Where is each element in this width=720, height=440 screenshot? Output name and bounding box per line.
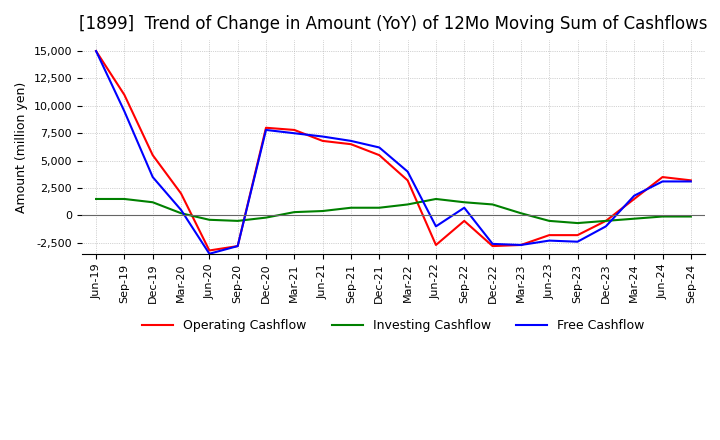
Operating Cashflow — [658, 174, 667, 180]
Line: Operating Cashflow: Operating Cashflow — [96, 51, 690, 250]
Operating Cashflow — [601, 218, 610, 224]
Free Cashflow — [431, 224, 440, 229]
Free Cashflow — [516, 242, 525, 248]
Free Cashflow — [205, 251, 214, 257]
Investing Cashflow — [545, 218, 554, 224]
Operating Cashflow — [233, 243, 242, 249]
Line: Free Cashflow: Free Cashflow — [96, 51, 690, 254]
Operating Cashflow — [545, 232, 554, 238]
Free Cashflow — [261, 127, 270, 132]
Investing Cashflow — [403, 202, 412, 207]
Operating Cashflow — [488, 243, 497, 249]
Free Cashflow — [346, 138, 355, 143]
Free Cashflow — [290, 131, 299, 136]
Free Cashflow — [403, 169, 412, 174]
Operating Cashflow — [176, 191, 185, 196]
Investing Cashflow — [686, 214, 695, 219]
Investing Cashflow — [148, 200, 157, 205]
Free Cashflow — [375, 145, 384, 150]
Free Cashflow — [658, 179, 667, 184]
Investing Cashflow — [488, 202, 497, 207]
Investing Cashflow — [120, 196, 129, 202]
Free Cashflow — [91, 48, 100, 54]
Operating Cashflow — [205, 248, 214, 253]
Investing Cashflow — [205, 217, 214, 223]
Operating Cashflow — [318, 138, 327, 143]
Operating Cashflow — [290, 127, 299, 132]
Free Cashflow — [573, 239, 582, 244]
Free Cashflow — [601, 224, 610, 229]
Operating Cashflow — [686, 178, 695, 183]
Investing Cashflow — [375, 205, 384, 210]
Operating Cashflow — [403, 178, 412, 183]
Operating Cashflow — [630, 196, 639, 202]
Free Cashflow — [318, 134, 327, 139]
Investing Cashflow — [261, 215, 270, 220]
Operating Cashflow — [431, 242, 440, 248]
Investing Cashflow — [630, 216, 639, 221]
Legend: Operating Cashflow, Investing Cashflow, Free Cashflow: Operating Cashflow, Investing Cashflow, … — [137, 314, 649, 337]
Free Cashflow — [233, 243, 242, 249]
Investing Cashflow — [573, 220, 582, 226]
Investing Cashflow — [516, 211, 525, 216]
Investing Cashflow — [233, 218, 242, 224]
Y-axis label: Amount (million yen): Amount (million yen) — [15, 81, 28, 213]
Investing Cashflow — [601, 218, 610, 224]
Operating Cashflow — [346, 142, 355, 147]
Free Cashflow — [545, 238, 554, 243]
Title: [1899]  Trend of Change in Amount (YoY) of 12Mo Moving Sum of Cashflows: [1899] Trend of Change in Amount (YoY) o… — [79, 15, 708, 33]
Operating Cashflow — [91, 48, 100, 54]
Free Cashflow — [488, 241, 497, 246]
Operating Cashflow — [573, 232, 582, 238]
Investing Cashflow — [346, 205, 355, 210]
Operating Cashflow — [375, 153, 384, 158]
Operating Cashflow — [120, 92, 129, 98]
Operating Cashflow — [516, 242, 525, 248]
Investing Cashflow — [460, 200, 469, 205]
Free Cashflow — [176, 207, 185, 213]
Investing Cashflow — [176, 211, 185, 216]
Investing Cashflow — [91, 196, 100, 202]
Operating Cashflow — [261, 125, 270, 130]
Investing Cashflow — [658, 214, 667, 219]
Investing Cashflow — [318, 209, 327, 214]
Free Cashflow — [148, 174, 157, 180]
Free Cashflow — [686, 179, 695, 184]
Operating Cashflow — [460, 218, 469, 224]
Line: Investing Cashflow: Investing Cashflow — [96, 199, 690, 223]
Free Cashflow — [120, 109, 129, 114]
Free Cashflow — [630, 193, 639, 198]
Investing Cashflow — [290, 209, 299, 215]
Investing Cashflow — [431, 196, 440, 202]
Free Cashflow — [460, 205, 469, 210]
Operating Cashflow — [148, 153, 157, 158]
